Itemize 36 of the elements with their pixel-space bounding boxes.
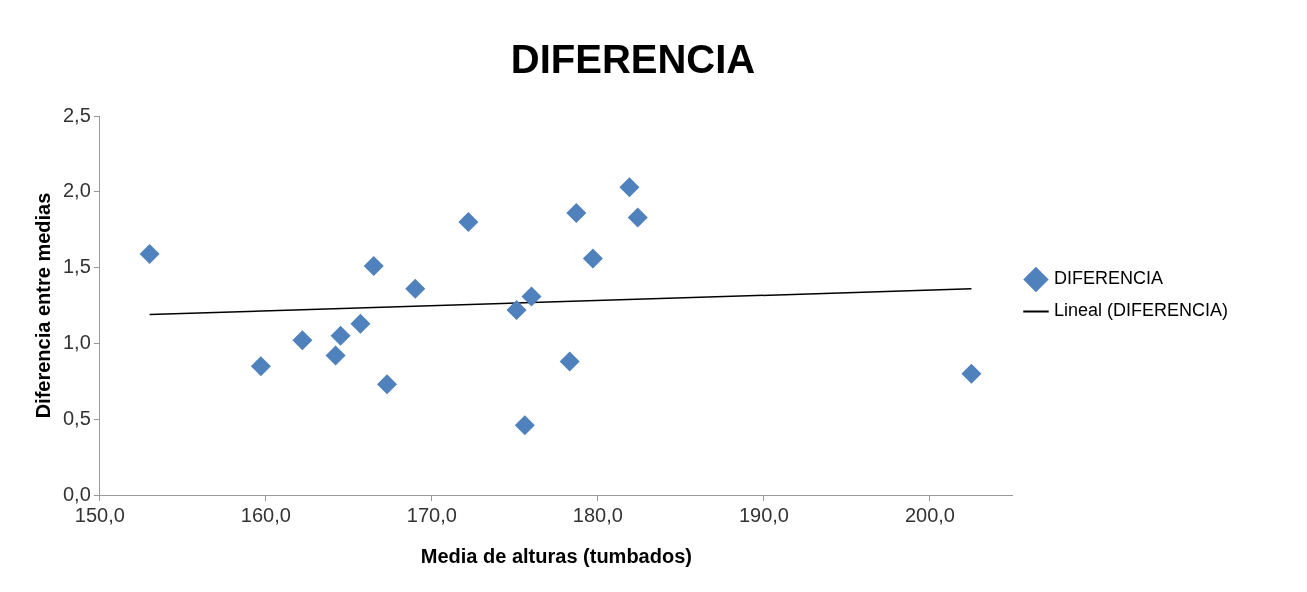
x-tick-label: 170,0	[406, 503, 457, 526]
point	[961, 363, 982, 384]
x-tick-label: 180,0	[572, 503, 623, 526]
y-tick-label: 2,5	[62, 103, 91, 126]
point	[350, 313, 371, 334]
point	[514, 415, 535, 436]
x-tick-label: 190,0	[738, 503, 789, 526]
y-tick-label: 2,0	[62, 179, 91, 202]
chart-title: DIFERENCIA	[510, 37, 756, 82]
point	[627, 207, 648, 228]
point	[405, 278, 426, 299]
point	[559, 351, 580, 372]
point	[566, 203, 587, 224]
y-tick-label: 1,0	[62, 330, 91, 353]
point	[377, 374, 398, 395]
x-tick-label: 200,0	[904, 503, 955, 526]
y-tick-label: 1,5	[62, 255, 91, 278]
point	[250, 356, 271, 377]
point	[139, 243, 160, 264]
point	[292, 330, 313, 351]
point	[619, 177, 640, 198]
point	[363, 256, 384, 277]
y-tick-label: 0,5	[62, 406, 91, 429]
x-tick-label: 150,0	[74, 503, 125, 526]
point	[521, 286, 542, 307]
point	[325, 345, 346, 366]
point	[330, 325, 351, 346]
legend-label: Lineal (DIFERENCIA)	[1053, 300, 1229, 321]
point	[458, 212, 479, 233]
x-tick-label: 160,0	[240, 503, 291, 526]
legend-label: DIFERENCIA	[1053, 268, 1163, 289]
y-axis-title: Diferencia entre medias	[31, 192, 54, 419]
point	[506, 300, 527, 321]
y-tick-label: 0,0	[62, 482, 91, 505]
x-axis-title: Media de alturas (tumbados)	[420, 544, 692, 567]
point	[582, 248, 603, 269]
